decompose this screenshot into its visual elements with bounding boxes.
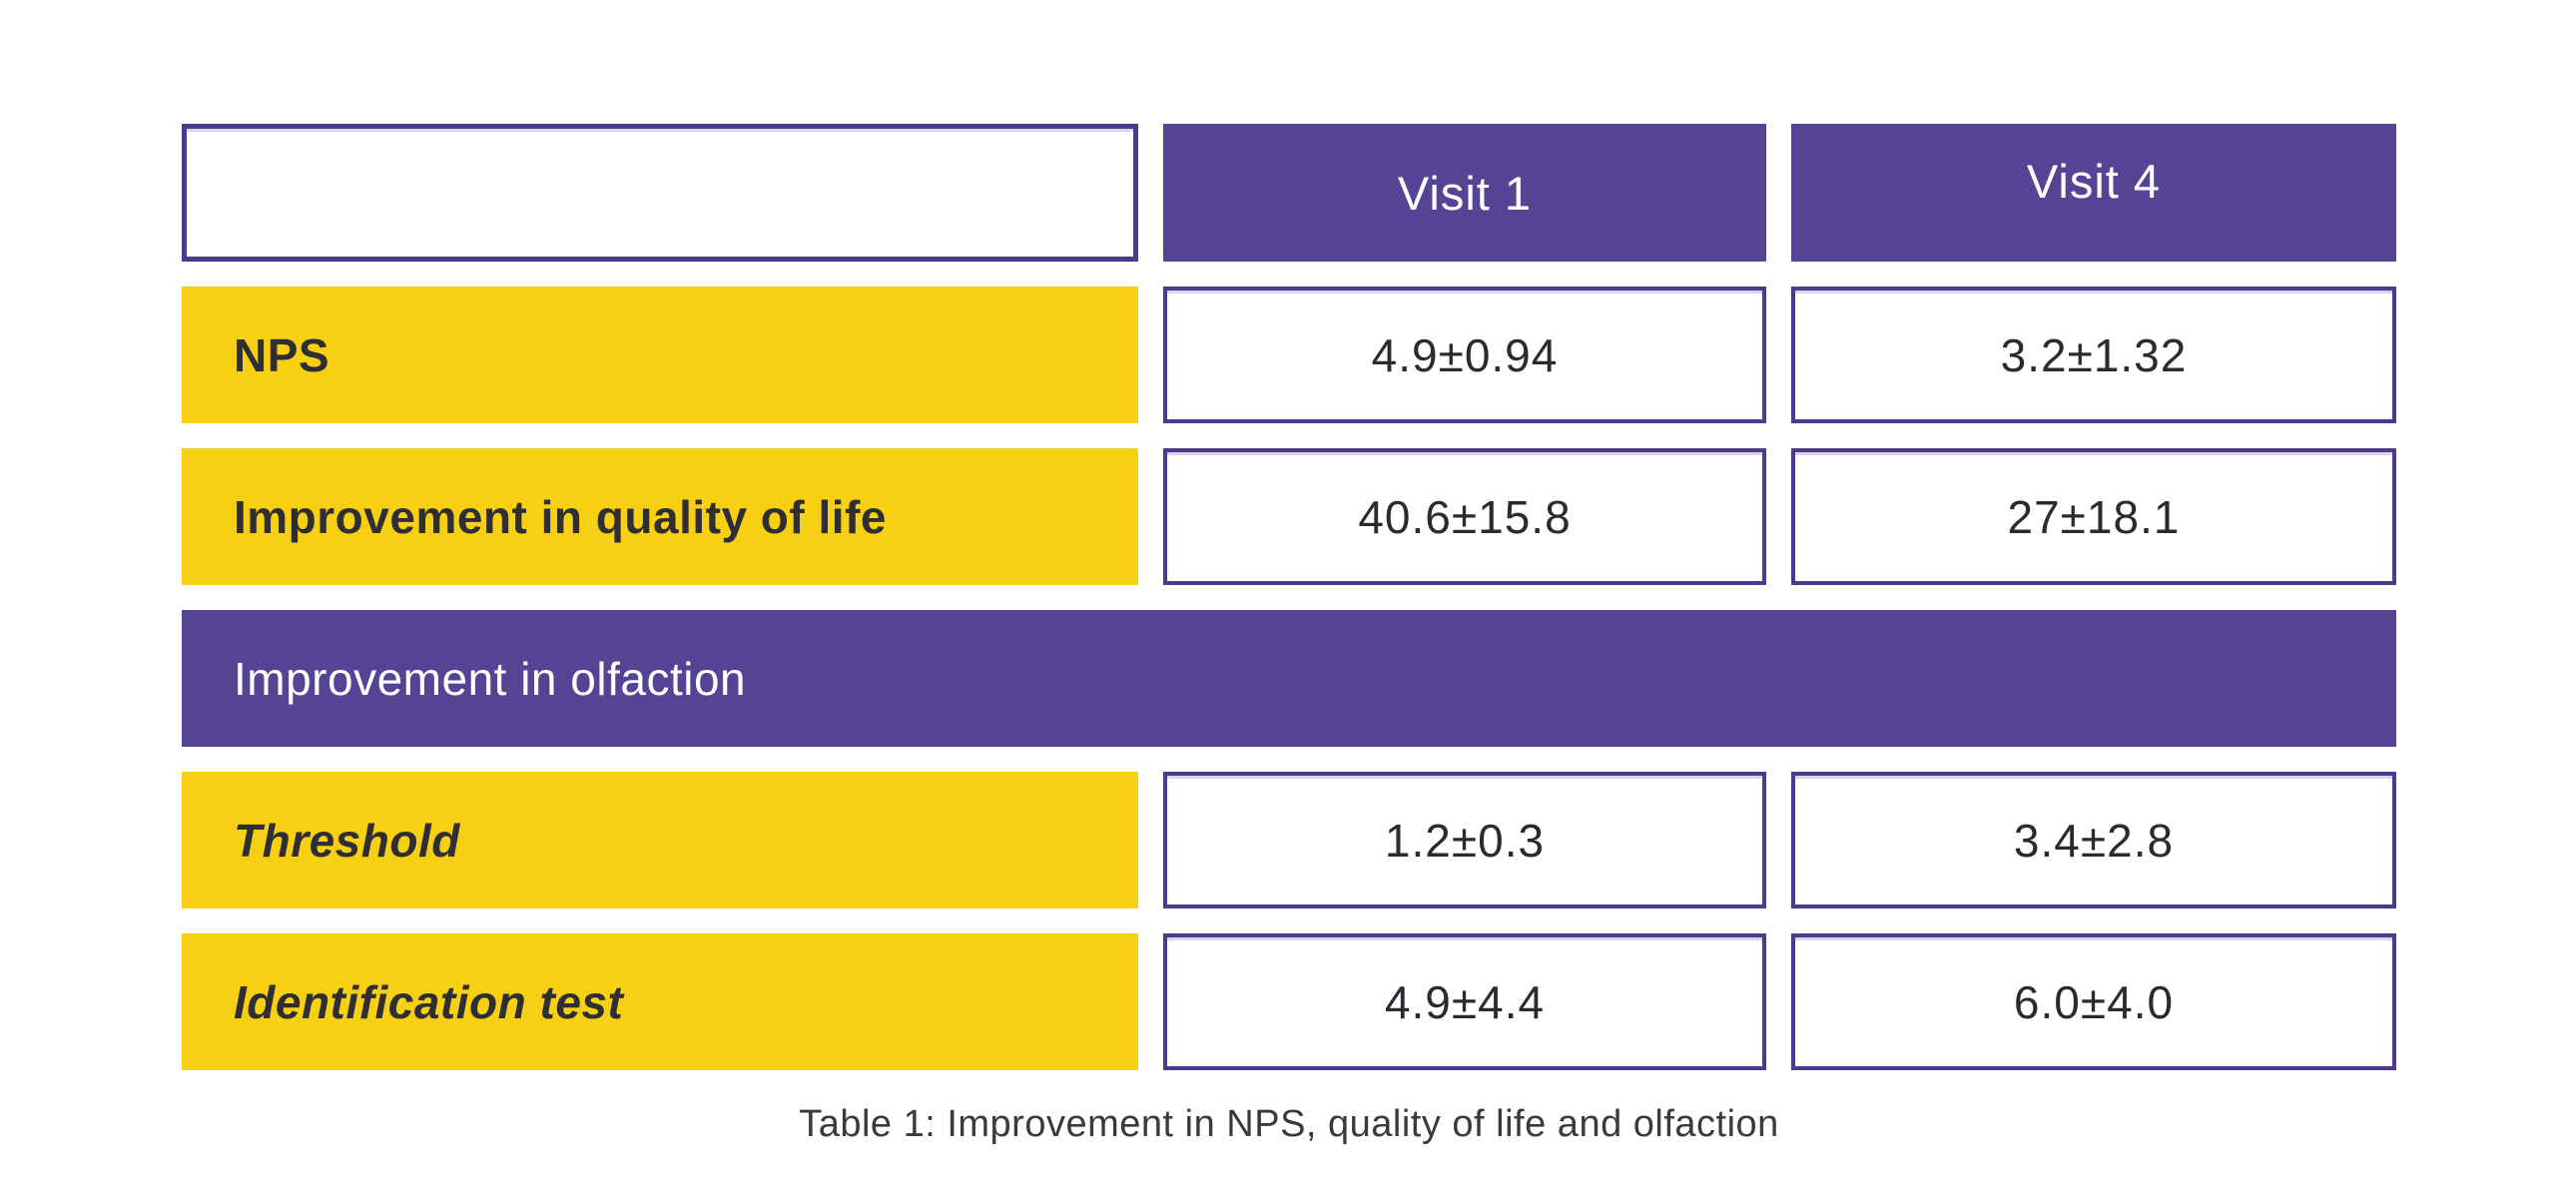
- cell-nps-visit4: 3.2±1.32: [1791, 287, 2396, 423]
- cell-threshold-visit4: 3.4±2.8: [1791, 772, 2396, 908]
- cell-nps-visit1: 4.9±0.94: [1163, 287, 1766, 423]
- row-label-threshold: Threshold: [182, 772, 1138, 908]
- cell-identification-visit4: 6.0±4.0: [1791, 933, 2396, 1070]
- table-caption: Table 1: Improvement in NPS, quality of …: [799, 1103, 1779, 1145]
- column-header-visit1: Visit 1: [1163, 124, 1766, 262]
- column-header-visit4: Visit 4: [1791, 124, 2396, 262]
- row-label-quality-of-life: Improvement in quality of life: [182, 448, 1138, 585]
- row-label-identification-test: Identification test: [182, 933, 1138, 1070]
- row-label-nps: NPS: [182, 287, 1138, 423]
- cell-threshold-visit1: 1.2±0.3: [1163, 772, 1766, 908]
- results-table: Visit 1 Visit 4 NPS 4.9±0.94 3.2±1.32 Im…: [182, 124, 2396, 1070]
- header-corner-cell: [182, 124, 1138, 262]
- section-header-olfaction: Improvement in olfaction: [182, 610, 2396, 747]
- column-header-visit1-label: Visit 1: [1397, 166, 1533, 220]
- cell-identification-visit1: 4.9±4.4: [1163, 933, 1766, 1070]
- column-header-visit4-label: Visit 4: [2026, 154, 2162, 208]
- cell-quality-visit4: 27±18.1: [1791, 448, 2396, 585]
- cell-quality-visit1: 40.6±15.8: [1163, 448, 1766, 585]
